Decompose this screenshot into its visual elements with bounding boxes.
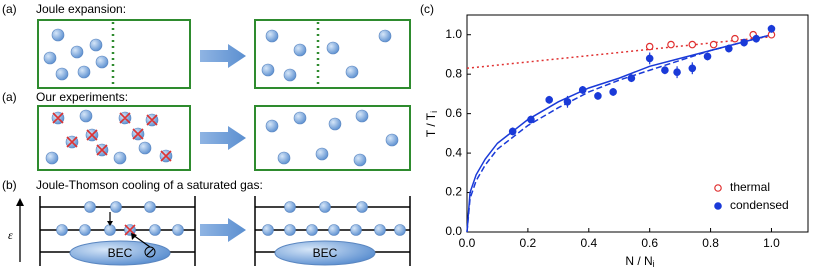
arrow	[200, 44, 246, 68]
heading: Joule-Thomson cooling of a saturated gas…	[36, 178, 263, 192]
point	[767, 25, 776, 33]
point	[688, 40, 697, 49]
energy-label: ε	[8, 228, 13, 242]
diagram: (a) Joule expansion: (a) Our experiments…	[2, 2, 411, 266]
fit-line	[466, 35, 772, 70]
atoms	[45, 109, 173, 165]
panel-label: (b)	[2, 178, 17, 192]
point	[508, 127, 517, 136]
x-tick-label: 0.6	[641, 236, 658, 250]
arrow	[200, 218, 246, 242]
point	[627, 74, 636, 82]
x-tick-label: 0.4	[580, 236, 597, 250]
point	[645, 42, 654, 51]
y-axis-label-main: T / T	[424, 112, 438, 137]
heading: Our experiments:	[36, 90, 128, 104]
box	[37, 19, 191, 89]
point	[578, 86, 587, 94]
point	[527, 115, 535, 124]
point	[703, 52, 712, 61]
x-tick-label: 0.0	[459, 236, 476, 250]
y-tick-label: 1.0	[445, 27, 462, 41]
legend-marker	[714, 184, 722, 192]
x-tick-label: 0.2	[520, 236, 537, 250]
legend-label: thermal	[730, 180, 770, 194]
x-tick-label: 0.8	[702, 236, 719, 250]
point	[545, 96, 554, 104]
bec-label: BEC	[313, 246, 338, 260]
point	[563, 98, 572, 106]
point	[740, 38, 748, 47]
x-tick-label: 1.0	[763, 236, 780, 250]
plot-frame	[466, 14, 809, 233]
legend-marker	[714, 202, 722, 210]
heading: Joule expansion:	[36, 2, 126, 16]
box	[254, 19, 411, 89]
point	[594, 92, 602, 100]
box	[37, 105, 191, 171]
point	[609, 88, 617, 96]
point	[731, 34, 739, 43]
fit-line	[466, 34, 772, 233]
panel-label: (a)	[2, 2, 17, 16]
y-tick-label: 0.2	[445, 185, 462, 199]
y-tick-label: 0.8	[445, 66, 462, 80]
point	[661, 66, 669, 75]
point	[752, 34, 761, 43]
y-axis-label-sub: i	[429, 111, 439, 113]
point	[645, 54, 654, 63]
fit-line	[466, 34, 772, 233]
x-axis-label: N / Ni	[625, 254, 654, 269]
x-axis-label-sub: i	[653, 259, 655, 269]
box	[254, 105, 411, 171]
levels	[39, 196, 411, 266]
point	[709, 40, 718, 49]
bec-label: BEC	[108, 246, 133, 260]
point	[688, 64, 697, 73]
atoms	[261, 29, 392, 82]
panel-label: (a)	[2, 90, 17, 104]
point	[667, 40, 675, 49]
arrow	[200, 126, 246, 150]
arrowhead	[16, 198, 24, 206]
legend-label: condensed	[730, 198, 789, 212]
y-tick-label: 0.0	[445, 224, 462, 238]
point	[725, 44, 733, 53]
atoms	[43, 28, 109, 81]
y-tick-label: 0.4	[445, 145, 462, 159]
atoms	[265, 109, 399, 167]
x-axis-label-main: N / N	[625, 254, 652, 268]
panel-label: (c)	[420, 2, 434, 16]
y-axis-label: T / Ti	[424, 111, 439, 137]
point	[673, 68, 681, 77]
y-tick-label: 0.6	[445, 106, 462, 120]
